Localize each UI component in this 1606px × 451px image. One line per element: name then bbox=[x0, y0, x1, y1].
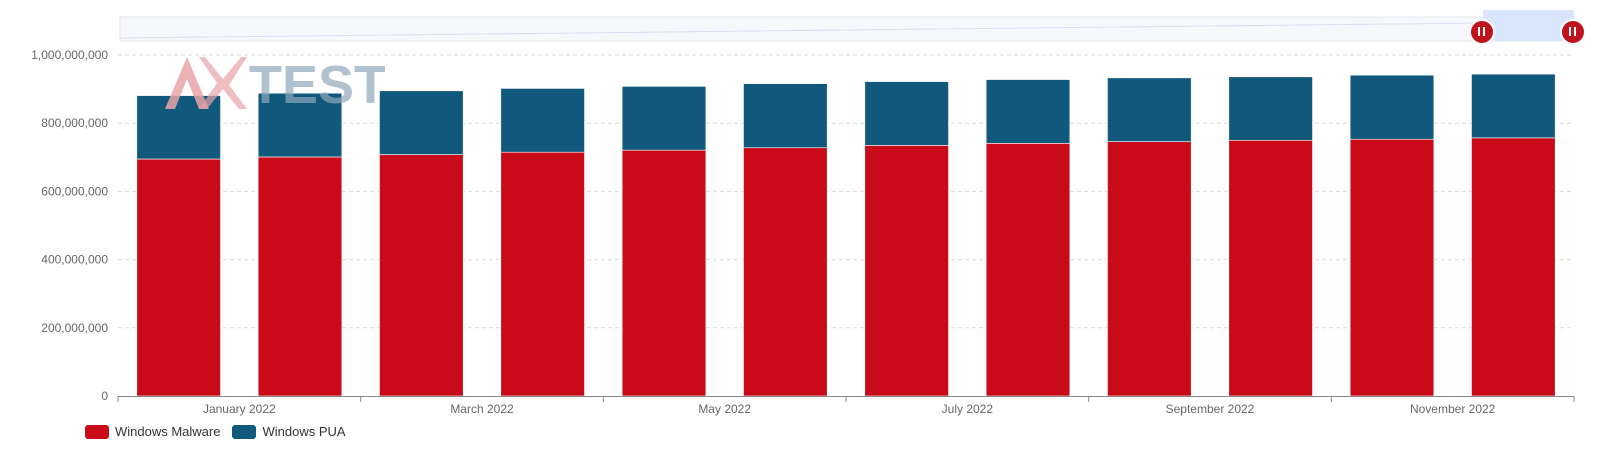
bar-windows-pua[interactable] bbox=[621, 86, 707, 151]
slider-handle-right[interactable] bbox=[1560, 19, 1586, 45]
bar-windows-pua[interactable] bbox=[864, 81, 949, 146]
bar-windows-pua[interactable] bbox=[1228, 76, 1313, 141]
bar-windows-malware[interactable] bbox=[257, 156, 343, 397]
bar-windows-malware[interactable] bbox=[985, 143, 1071, 397]
x-axis: January 2022 March 2022 May 2022 July 2022 S… bbox=[117, 396, 1575, 416]
gridlines bbox=[118, 54, 1574, 329]
bar-windows-malware[interactable] bbox=[743, 147, 828, 397]
legend-item-malware[interactable]: Windows Malware bbox=[85, 424, 220, 439]
y-tick-label: 600,000,000 bbox=[41, 184, 108, 198]
x-tick-label: January 2022 bbox=[203, 402, 276, 416]
bar-windows-malware[interactable] bbox=[1471, 137, 1556, 397]
brand-watermark-logo: TEST bbox=[165, 57, 385, 113]
x-tick-label: March 2022 bbox=[450, 402, 514, 416]
bar-windows-malware[interactable] bbox=[136, 158, 221, 397]
y-tick-label: 800,000,000 bbox=[41, 116, 108, 130]
x-tick-label: July 2022 bbox=[942, 402, 994, 416]
slider-selected-window[interactable] bbox=[1483, 10, 1574, 41]
bar-windows-pua[interactable] bbox=[379, 90, 464, 155]
bar-windows-malware[interactable] bbox=[1349, 138, 1435, 397]
slider-overview-line bbox=[119, 21, 1575, 39]
bar-windows-malware[interactable] bbox=[1228, 139, 1313, 397]
zoom-slider[interactable] bbox=[119, 10, 1586, 45]
bar-windows-pua[interactable] bbox=[1471, 73, 1556, 139]
bar-windows-malware[interactable] bbox=[500, 151, 585, 397]
x-tick-label: November 2022 bbox=[1410, 402, 1496, 416]
x-tick-label: May 2022 bbox=[698, 402, 751, 416]
bar-windows-pua[interactable] bbox=[743, 83, 828, 149]
bar-windows-malware[interactable] bbox=[864, 145, 949, 397]
slider-handle-left[interactable] bbox=[1469, 19, 1495, 45]
y-tick-label: 200,000,000 bbox=[41, 321, 108, 335]
y-tick-label: 1,000,000,000 bbox=[31, 48, 108, 62]
bar-windows-pua[interactable] bbox=[985, 79, 1071, 144]
y-axis-ticks: 0 200,000,000 400,000,000 600,000,000 800,00… bbox=[31, 48, 108, 403]
legend-swatch-pua bbox=[232, 424, 257, 439]
legend: Windows Malware Windows PUA bbox=[85, 424, 346, 439]
bar-windows-pua[interactable] bbox=[500, 88, 585, 153]
slider-track[interactable] bbox=[119, 16, 1575, 42]
y-tick-label: 0 bbox=[101, 389, 108, 403]
legend-label-pua: Windows PUA bbox=[262, 424, 346, 439]
y-tick-label: 400,000,000 bbox=[41, 253, 108, 267]
x-tick-label: September 2022 bbox=[1166, 402, 1255, 416]
bar-windows-malware[interactable] bbox=[1107, 141, 1192, 397]
svg-text:TEST: TEST bbox=[249, 57, 385, 113]
legend-item-pua[interactable]: Windows PUA bbox=[232, 424, 346, 439]
bar-windows-pua[interactable] bbox=[1349, 74, 1435, 140]
legend-swatch-malware bbox=[85, 424, 109, 439]
bar-windows-pua[interactable] bbox=[1107, 77, 1192, 142]
legend-label-malware: Windows Malware bbox=[115, 424, 221, 439]
bar-windows-malware[interactable] bbox=[379, 154, 464, 397]
bar-windows-pua[interactable] bbox=[257, 92, 343, 158]
bars bbox=[136, 73, 1556, 397]
bar-windows-malware[interactable] bbox=[621, 149, 707, 397]
